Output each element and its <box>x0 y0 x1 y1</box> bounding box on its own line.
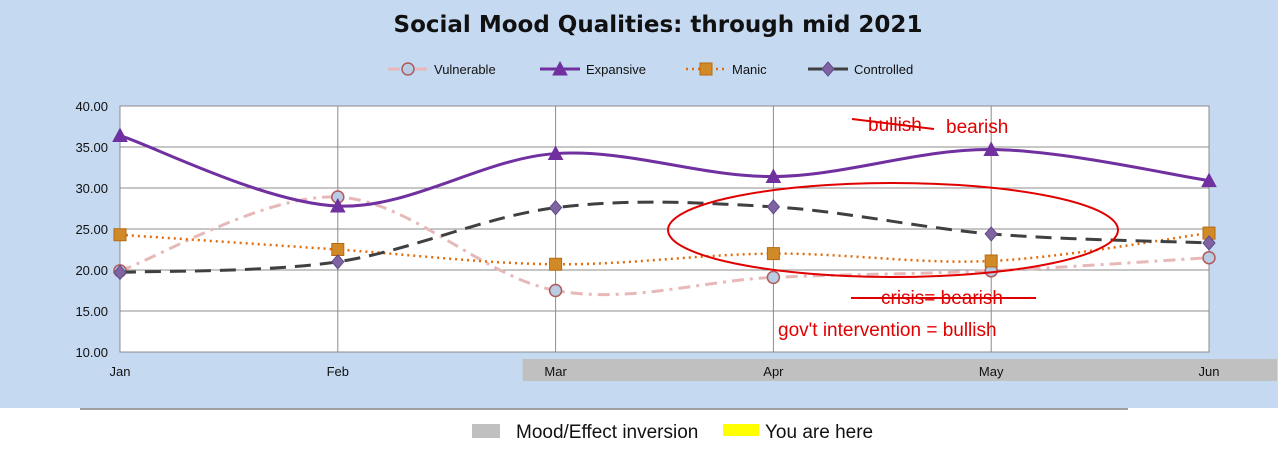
legend-label-vulnerable: Vulnerable <box>434 62 496 77</box>
data-point-manic <box>984 254 998 268</box>
data-point-controlled <box>548 199 563 216</box>
x-tick-label: Jun <box>1199 364 1220 379</box>
data-point-manic <box>113 228 127 242</box>
data-point-manic <box>549 257 563 271</box>
series-line-controlled <box>119 200 1210 274</box>
data-point-expansive <box>112 127 128 143</box>
legend-label-manic: Manic <box>732 62 767 77</box>
legend-label-controlled: Controlled <box>854 62 913 77</box>
inversion-label: Mood/Effect inversion <box>516 422 698 443</box>
y-tick-label: 10.00 <box>75 345 108 360</box>
data-point-vulnerable <box>548 283 563 298</box>
annotation-bearish: bearish <box>946 117 1008 138</box>
data-point-controlled <box>113 264 127 281</box>
data-point-vulnerable <box>766 270 781 285</box>
x-tick-label: Apr <box>763 364 784 379</box>
x-tick-label: May <box>979 364 1004 379</box>
data-point-expansive <box>329 197 346 213</box>
data-point-manic <box>766 247 780 261</box>
data-point-expansive <box>983 141 1000 156</box>
x-tick-label: Jan <box>110 364 131 379</box>
y-tick-label: 30.00 <box>75 181 108 196</box>
legend-label-expansive: Expansive <box>586 62 646 77</box>
annotation-intervention: gov't intervention = bullish <box>778 320 997 341</box>
legend-marker-vulnerable <box>401 62 415 76</box>
y-tick-label: 20.00 <box>75 263 108 278</box>
y-tick-label: 25.00 <box>75 222 108 237</box>
data-point-controlled <box>766 199 781 215</box>
y-tick-label: 35.00 <box>75 140 108 155</box>
you-are-here-label: You are here <box>765 422 873 443</box>
y-tick-label: 15.00 <box>75 304 108 319</box>
data-point-expansive <box>765 168 782 184</box>
data-point-controlled <box>331 254 345 270</box>
inversion-swatch <box>472 424 500 438</box>
chart-title: Social Mood Qualities: through mid 2021 <box>393 12 923 38</box>
you-are-here-swatch <box>723 424 759 436</box>
data-point-manic <box>331 243 345 256</box>
highlight-ellipse <box>667 182 1119 278</box>
data-point-expansive <box>1201 172 1217 188</box>
x-tick-label: Mar <box>544 364 567 379</box>
y-tick-label: 40.00 <box>75 99 108 114</box>
series-line-expansive <box>119 134 1210 208</box>
data-point-controlled <box>1202 235 1216 251</box>
data-point-expansive <box>547 145 564 161</box>
strikethrough-bullish <box>851 118 935 130</box>
data-point-vulnerable <box>1202 250 1216 265</box>
legend-marker-expansive <box>552 60 568 76</box>
x-tick-label: Feb <box>327 364 349 379</box>
legend-marker-manic <box>699 62 713 76</box>
series-line-manic <box>119 231 1210 266</box>
data-point-controlled <box>984 226 998 242</box>
inversion-band <box>522 359 1277 381</box>
annotation-bullish: bullish <box>868 115 922 136</box>
legend-marker-controlled <box>821 61 835 77</box>
